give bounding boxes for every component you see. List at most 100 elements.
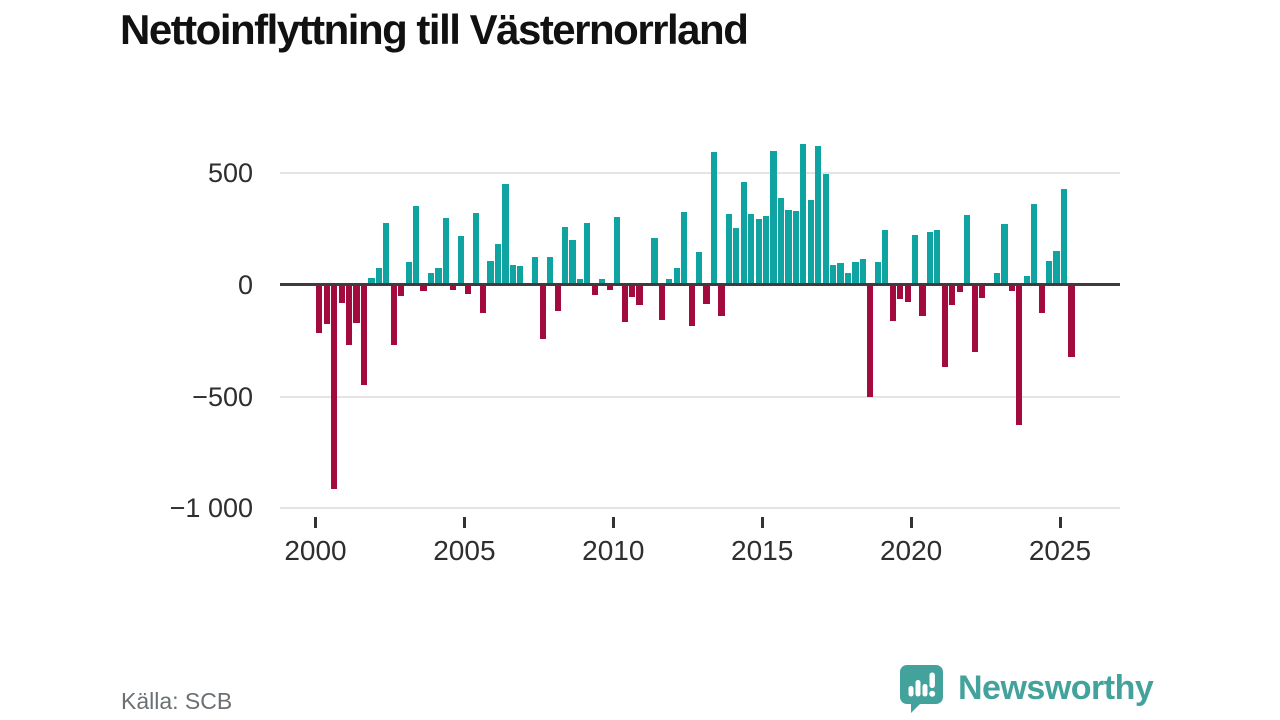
bar-2022Q4: [993, 273, 1001, 285]
bar-2013Q1: [703, 285, 710, 304]
bar-2024Q3: [1046, 260, 1053, 285]
bar-2008Q4: [576, 279, 584, 285]
bar-2020Q2: [919, 285, 926, 316]
bar-2002Q4: [398, 285, 405, 296]
bar-2001Q1: [345, 285, 353, 345]
chart-title: Nettoinflyttning till Västernorrland: [120, 6, 749, 53]
bar-2021Q3: [956, 285, 963, 292]
bar-2021Q1: [941, 285, 948, 367]
bar-2002Q1: [375, 267, 382, 285]
bar-2017Q3: [837, 262, 844, 285]
bar-2000Q2: [323, 285, 330, 325]
x-axis-tick: [314, 517, 317, 528]
bar-2015Q3: [777, 198, 785, 285]
bar-2011Q4: [666, 279, 673, 285]
bar-2010Q3: [628, 285, 636, 298]
grid-line: [280, 172, 1120, 175]
bar-2025Q1: [1060, 188, 1068, 285]
bar-2014Q2: [740, 182, 747, 285]
x-axis-label: 2010: [582, 535, 645, 566]
y-axis-label: −1 000: [169, 493, 253, 524]
bar-2017Q4: [844, 272, 852, 285]
bar-2019Q2: [889, 285, 896, 321]
bar-2022Q2: [978, 285, 986, 299]
bar-2020Q1: [911, 234, 919, 285]
bar-2012Q4: [695, 251, 703, 285]
bar-2006Q3: [509, 264, 516, 285]
x-axis-tick: [909, 517, 913, 528]
bar-2023Q4: [1023, 276, 1030, 285]
bar-2005Q1: [465, 285, 472, 295]
bar-2017Q1: [822, 174, 829, 285]
bar-2005Q2: [472, 212, 479, 285]
y-axis-label: 0: [237, 270, 253, 300]
bar-2019Q1: [882, 230, 889, 285]
newsworthy-logo-icon: [898, 663, 945, 713]
y-axis-label: −500: [192, 381, 253, 412]
bar-2009Q4: [606, 285, 613, 290]
bar-2019Q4: [904, 285, 911, 302]
bar-2015Q1: [763, 215, 770, 285]
bar-2021Q4: [964, 215, 971, 285]
y-axis-label: 500: [207, 158, 253, 189]
bar-2020Q3: [926, 232, 934, 285]
grid-line: [280, 395, 1120, 398]
bar-2009Q3: [599, 279, 606, 285]
bar-2004Q4: [457, 236, 464, 285]
bar-2024Q2: [1038, 285, 1045, 313]
bar-2016Q2: [800, 144, 807, 285]
bar-2014Q3: [748, 214, 755, 285]
zero-axis-line: [280, 283, 1120, 286]
bar-2010Q4: [636, 285, 643, 306]
bar-2000Q4: [338, 285, 345, 304]
bar-2012Q3: [688, 285, 695, 327]
bar-2001Q4: [368, 277, 375, 285]
bar-2022Q1: [971, 285, 978, 352]
bar-2006Q4: [517, 266, 524, 285]
bar-2003Q1: [405, 262, 412, 285]
bar-2008Q1: [554, 285, 561, 311]
bar-2016Q3: [807, 199, 814, 285]
x-axis-label: 2000: [284, 535, 347, 566]
x-axis-tick: [462, 517, 466, 528]
bar-2012Q1: [673, 267, 680, 285]
bar-2024Q1: [1031, 203, 1038, 285]
bar-2013Q3: [718, 285, 725, 317]
bar-2018Q1: [852, 262, 859, 285]
x-axis-label: 2020: [879, 535, 943, 566]
bar-2020Q4: [934, 230, 941, 285]
bar-2009Q1: [584, 222, 591, 285]
bar-2021Q2: [949, 285, 956, 306]
bar-2017Q2: [830, 264, 837, 285]
bar-2003Q4: [427, 272, 435, 285]
bar-2013Q4: [725, 214, 732, 285]
bar-2000Q3: [331, 285, 338, 490]
x-axis-label: 2015: [731, 535, 794, 566]
bar-2010Q1: [614, 216, 621, 285]
bar-2003Q3: [420, 285, 427, 291]
bar-2014Q1: [733, 227, 740, 285]
bar-2007Q4: [547, 257, 554, 285]
bar-2005Q3: [480, 285, 487, 313]
bar-2007Q3: [539, 285, 546, 339]
bar-2006Q2: [502, 184, 509, 285]
bar-2001Q3: [360, 285, 368, 385]
bar-2010Q2: [621, 285, 628, 322]
bar-2023Q2: [1008, 285, 1015, 291]
bar-2011Q3: [658, 285, 665, 321]
bar-2016Q1: [792, 211, 799, 285]
bar-2005Q4: [487, 261, 494, 285]
x-axis-tick: [760, 517, 764, 528]
grid-line: [280, 507, 1120, 510]
newsworthy-logo: Newsworthy: [898, 663, 1154, 713]
bar-2004Q1: [435, 268, 442, 285]
bar-2025Q2: [1068, 285, 1075, 357]
bar-2015Q4: [785, 209, 792, 285]
source-note: Källa: SCB: [121, 688, 233, 714]
bar-2003Q2: [413, 205, 420, 285]
bar-2023Q3: [1016, 285, 1023, 426]
bar-2002Q3: [390, 285, 397, 346]
bar-2016Q4: [815, 145, 822, 285]
bar-2008Q3: [569, 240, 576, 285]
